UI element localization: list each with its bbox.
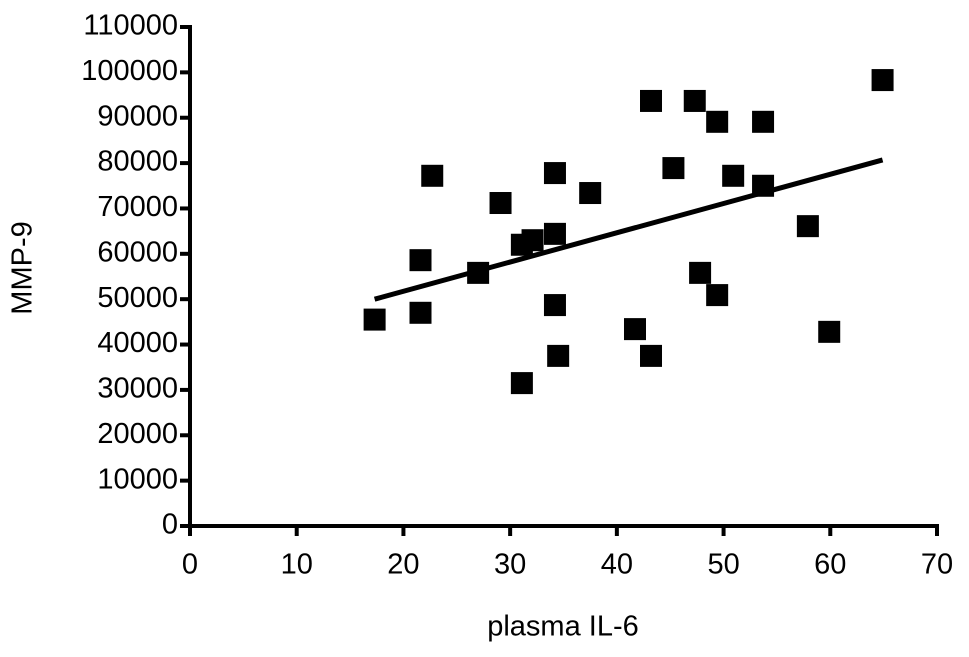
x-tick-label: 40 (601, 549, 633, 581)
point (752, 174, 775, 197)
y-tick-label: 0 (162, 509, 178, 541)
x-tick-label: 50 (707, 549, 739, 581)
x-tick-label: 70 (921, 549, 953, 581)
y-tick-label: 60000 (97, 236, 178, 268)
y-tick-label: 40000 (97, 327, 178, 359)
point (543, 294, 566, 317)
point (683, 89, 706, 112)
point (363, 308, 386, 331)
y-tick-label: 20000 (97, 418, 178, 450)
point (510, 372, 533, 395)
point (409, 249, 432, 272)
point (796, 215, 819, 238)
point (579, 182, 602, 205)
point (543, 222, 566, 245)
y-tick-label: 110000 (83, 10, 178, 42)
trend-line (373, 157, 884, 302)
point (543, 162, 566, 185)
y-tick-label: 50000 (97, 282, 178, 314)
point (409, 301, 432, 324)
point (489, 192, 512, 215)
point (871, 69, 894, 92)
y-tick-label: 10000 (97, 463, 178, 495)
point (689, 261, 712, 284)
x-tick-label: 60 (814, 549, 846, 581)
point (640, 89, 663, 112)
y-tick-label: 70000 (97, 191, 178, 223)
x-tick-label: 10 (281, 549, 313, 581)
y-axis-label: MMP-9 (7, 221, 39, 314)
point (547, 344, 570, 367)
point (421, 164, 444, 187)
y-tick-label: 30000 (97, 373, 178, 405)
point (467, 261, 490, 284)
point (662, 157, 685, 180)
x-tick-label: 20 (387, 549, 419, 581)
point (722, 164, 745, 187)
x-tick-label: 0 (182, 549, 198, 581)
point (706, 110, 729, 133)
y-tick-label: 80000 (97, 146, 178, 178)
x-tick-label: 30 (494, 549, 526, 581)
point (752, 110, 775, 133)
y-tick-label: 100000 (81, 55, 178, 87)
y-tick-label: 90000 (97, 100, 178, 132)
point (640, 344, 663, 367)
point (706, 284, 729, 307)
x-axis-label: plasma IL-6 (487, 611, 639, 643)
point (623, 318, 646, 341)
point (818, 320, 841, 343)
point (521, 229, 544, 252)
